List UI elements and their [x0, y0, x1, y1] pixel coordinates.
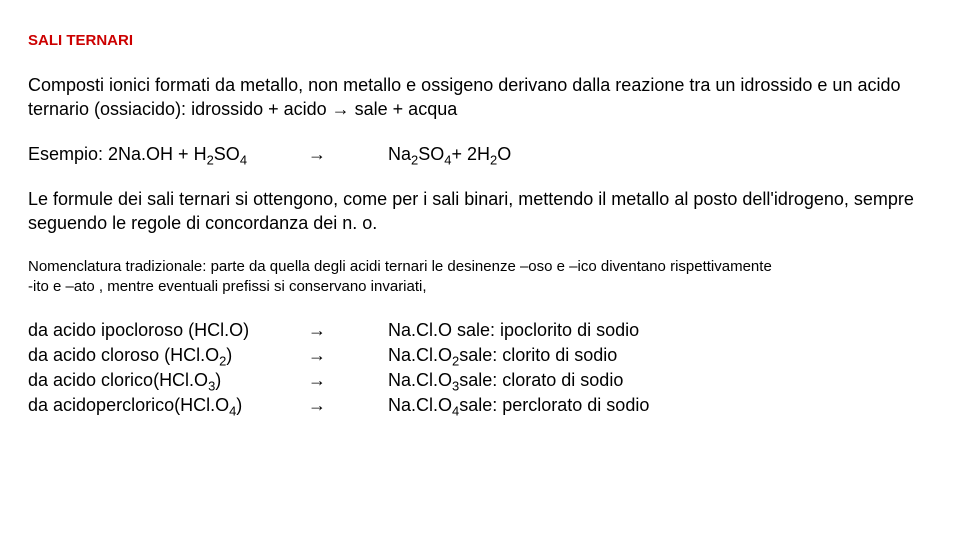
acid-arrow: →	[308, 395, 388, 416]
acid-right: Na.Cl.O sale: ipoclorito di sodio	[388, 320, 932, 341]
nomenclatura-line1: Nomenclatura tradizionale: parte da quel…	[28, 258, 772, 275]
acid-arrow: →	[308, 370, 388, 391]
table-row: da acidoperclorico(HCl.O4) → Na.Cl.O4sal…	[28, 395, 932, 416]
acid-table: da acido ipocloroso (HCl.O) → Na.Cl.O sa…	[28, 320, 932, 416]
example-right: Na2SO4+ 2H2O	[388, 144, 932, 165]
example-arrow: →	[308, 144, 388, 165]
acid-arrow: →	[308, 320, 388, 341]
formule-paragraph: Le formule dei sali ternari si ottengono…	[28, 187, 932, 236]
intro-paragraph: Composti ionici formati da metallo, non …	[28, 73, 932, 122]
table-row: da acido clorico(HCl.O3) → Na.Cl.O3sale:…	[28, 370, 932, 391]
acid-right: Na.Cl.O4sale: perclorato di sodio	[388, 395, 932, 416]
table-row: da acido cloroso (HCl.O2) → Na.Cl.O2sale…	[28, 345, 932, 366]
example-left: Esempio: 2Na.OH + H2SO4	[28, 144, 308, 165]
acid-left: da acido ipocloroso (HCl.O)	[28, 320, 308, 341]
table-row: da acido ipocloroso (HCl.O) → Na.Cl.O sa…	[28, 320, 932, 341]
nomenclatura-line2: -ito e –ato , mentre eventuali prefissi …	[28, 278, 427, 295]
acid-left: da acido cloroso (HCl.O2)	[28, 345, 308, 366]
acid-left: da acidoperclorico(HCl.O4)	[28, 395, 308, 416]
acid-right: Na.Cl.O3sale: clorato di sodio	[388, 370, 932, 391]
acid-arrow: →	[308, 345, 388, 366]
acid-left: da acido clorico(HCl.O3)	[28, 370, 308, 391]
nomenclatura-paragraph: Nomenclatura tradizionale: parte da quel…	[28, 257, 932, 298]
example-row: Esempio: 2Na.OH + H2SO4 → Na2SO4+ 2H2O	[28, 144, 932, 165]
acid-right: Na.Cl.O2sale: clorito di sodio	[388, 345, 932, 366]
section-title: SALI TERNARI	[28, 32, 932, 49]
